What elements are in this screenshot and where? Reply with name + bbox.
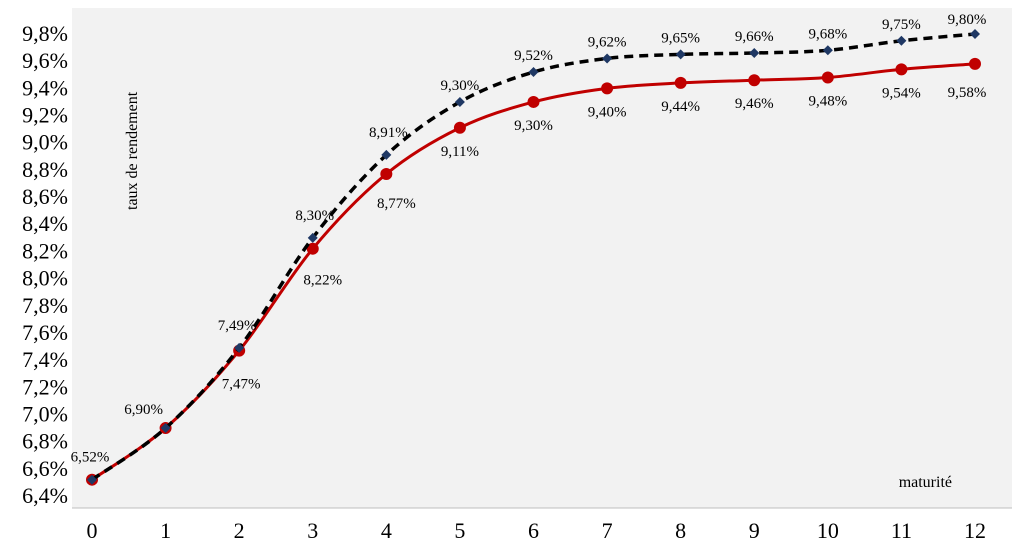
data-label: 7,49% [218, 318, 257, 334]
x-tick-label: 4 [381, 518, 392, 543]
x-tick-label: 11 [891, 518, 912, 543]
data-point-diamond [528, 67, 539, 78]
data-label: 9,30% [441, 78, 480, 94]
x-tick-label: 7 [602, 518, 613, 543]
data-label: 6,90% [124, 402, 163, 418]
y-tick-label: 6,4% [22, 483, 68, 508]
y-tick-label: 7,0% [22, 401, 68, 426]
x-tick-label: 6 [528, 518, 539, 543]
x-tick-label: 2 [234, 518, 245, 543]
data-label: 9,58% [948, 85, 987, 101]
x-axis-ticks: 0 1 2 3 4 5 6 7 8 9 10 11 12 [87, 518, 987, 543]
x-tick-label: 9 [749, 518, 760, 543]
y-tick-label: 6,6% [22, 456, 68, 481]
data-label: 9,75% [882, 17, 921, 33]
data-label: 9,62% [588, 34, 627, 50]
data-label: 8,30% [295, 208, 334, 224]
data-label: 9,66% [735, 29, 774, 45]
x-tick-label: 10 [817, 518, 839, 543]
data-point-diamond [234, 342, 245, 353]
x-tick-label: 5 [454, 518, 465, 543]
data-label: 6,52% [71, 450, 110, 466]
y-tick-label: 7,2% [22, 374, 68, 399]
data-point-diamond [970, 29, 980, 39]
data-point-circle [601, 82, 614, 95]
data-point-diamond [87, 474, 97, 485]
y-tick-label: 6,8% [22, 429, 68, 454]
data-label: 9,54% [882, 85, 921, 101]
data-label: 9,68% [808, 26, 847, 42]
data-point-circle [453, 121, 466, 134]
plot-background [72, 8, 1012, 508]
data-point-diamond [602, 53, 613, 64]
y-axis-ticks: 6,4%6,6%6,8% 7,0%7,2%7,4%7,6%7,8%8,0% 8,2%… [22, 21, 68, 508]
data-label: 9,44% [661, 99, 700, 115]
data-point-diamond [822, 45, 833, 56]
y-tick-label: 7,8% [22, 293, 68, 318]
y-tick-label: 9,2% [22, 103, 68, 128]
data-label: 8,91% [369, 125, 408, 141]
x-axis-title: maturité [899, 474, 952, 491]
y-tick-label: 8,8% [22, 157, 68, 182]
data-label: 9,48% [808, 93, 847, 109]
y-tick-label: 9,4% [22, 75, 68, 100]
data-point-diamond [160, 423, 171, 434]
data-labels: 6,52% 6,90% 7,47% 7,49% 8,22% 8,30% 8,77% 8,91%… [71, 12, 987, 466]
y-tick-label: 8,6% [22, 184, 68, 209]
data-label: 8,22% [303, 273, 342, 289]
series-layer [86, 29, 981, 486]
data-point-circle [527, 95, 540, 108]
x-tick-label: 0 [87, 518, 98, 543]
data-label: 9,52% [514, 48, 553, 64]
data-label: 9,46% [735, 96, 774, 112]
data-point-diamond [307, 232, 318, 243]
data-point-diamond [454, 96, 465, 107]
data-point-circle [380, 167, 393, 180]
data-label: 9,30% [514, 118, 553, 134]
y-tick-label: 8,4% [22, 211, 68, 236]
data-label: 9,40% [588, 104, 627, 120]
x-tick-label: 1 [160, 518, 171, 543]
data-point-diamond [381, 149, 392, 160]
y-tick-label: 9,8% [22, 21, 68, 46]
x-tick-label: 3 [307, 518, 318, 543]
data-label: 9,65% [661, 30, 700, 46]
data-point-circle [969, 57, 981, 70]
x-tick-label: 12 [964, 518, 986, 543]
data-point-circle [306, 242, 319, 255]
data-point-circle [748, 74, 761, 87]
data-label: 9,11% [441, 144, 479, 160]
y-axis-title: taux de rendement [124, 91, 141, 210]
x-tick-label: 8 [675, 518, 686, 543]
data-point-diamond [749, 48, 760, 59]
data-point-diamond [675, 49, 686, 60]
data-point-circle [895, 63, 908, 76]
data-point-diamond [896, 35, 907, 46]
data-label: 8,77% [377, 196, 416, 212]
y-tick-label: 9,6% [22, 48, 68, 73]
data-label: 9,80% [948, 12, 987, 28]
data-point-circle [674, 76, 687, 89]
y-tick-label: 7,6% [22, 320, 68, 345]
y-tick-label: 9,0% [22, 130, 68, 155]
y-tick-label: 8,2% [22, 238, 68, 263]
y-tick-label: 7,4% [22, 347, 68, 372]
data-label: 7,47% [222, 377, 261, 393]
data-point-circle [821, 71, 834, 84]
y-tick-label: 8,0% [22, 266, 68, 291]
